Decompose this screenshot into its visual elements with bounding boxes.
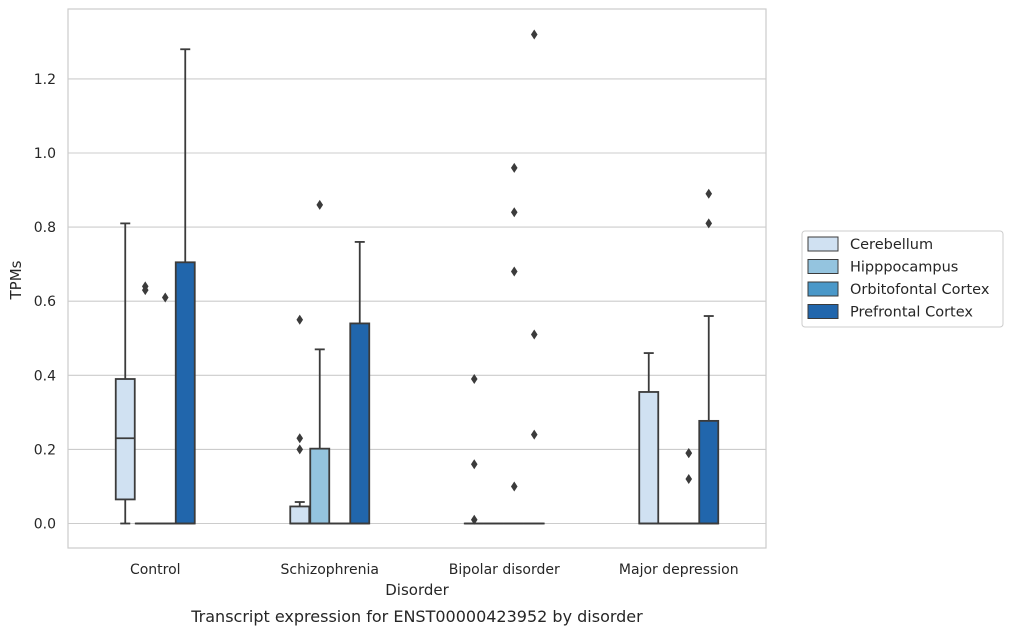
legend-label: Prefrontal Cortex	[850, 305, 973, 321]
outlier-point	[685, 474, 693, 485]
box-body	[309, 447, 331, 525]
box-prefrontal-cortex	[349, 241, 371, 525]
chart-caption: Transcript expression for ENST0000042395…	[190, 607, 643, 626]
box-body	[114, 378, 136, 501]
outlier-point	[530, 329, 538, 340]
x-tick-label: Major depression	[619, 562, 739, 578]
x-tick-label: Schizophrenia	[281, 562, 379, 578]
legend-swatch	[807, 236, 839, 252]
outlier-point	[141, 285, 149, 296]
outlier-point	[316, 199, 324, 210]
outlier-point	[530, 429, 538, 440]
box-orbitofontal-cortex	[154, 292, 176, 525]
box-cerebellum	[638, 352, 660, 525]
box-cerebellum	[463, 374, 485, 525]
x-axis-ticks: Control Schizophrenia Bipolar disorder Majo…	[130, 562, 739, 578]
outlier-point	[685, 448, 693, 459]
legend-frame	[801, 230, 1004, 328]
box-body	[698, 419, 720, 525]
box-body	[638, 391, 660, 525]
box-prefrontal-cortex	[523, 29, 545, 525]
y-tick-label: 1.0	[34, 146, 56, 162]
y-tick-label: 0.4	[34, 368, 56, 384]
box-cerebellum	[114, 222, 136, 525]
outlier-point	[705, 218, 713, 229]
legend: Cerebellum Hipppocampus Orbitofontal Corte…	[801, 230, 1004, 328]
y-tick-label: 0.0	[34, 517, 56, 533]
box-hipppocampus	[309, 199, 331, 525]
outlier-point	[470, 374, 478, 385]
legend-label: Cerebellum	[850, 237, 933, 253]
x-tick-label: Bipolar disorder	[449, 562, 560, 578]
outlier-point	[510, 266, 518, 277]
outlier-point	[296, 433, 304, 444]
outlier-point	[530, 29, 538, 40]
outlier-point	[470, 459, 478, 470]
box-body	[174, 261, 196, 525]
plot-area-border	[67, 8, 767, 549]
y-tick-label: 0.2	[34, 442, 56, 458]
y-axis-title: TPMs	[7, 260, 25, 300]
box-orbitofontal-cortex	[678, 448, 700, 525]
x-axis-title: Disorder	[385, 581, 449, 599]
outlier-point	[296, 314, 304, 325]
y-tick-label: 0.8	[34, 220, 56, 236]
box-body	[349, 322, 371, 525]
legend-swatch	[807, 304, 839, 319]
legend-label: Hipppocampus	[850, 260, 958, 276]
x-tick-label: Control	[130, 562, 181, 578]
box-series	[114, 29, 720, 525]
y-tick-label: 0.6	[34, 294, 56, 310]
legend-swatch	[807, 259, 839, 274]
box-prefrontal-cortex	[174, 48, 196, 525]
outlier-point	[510, 481, 518, 492]
box-hipppocampus	[134, 281, 156, 525]
outlier-point	[161, 292, 169, 303]
y-tick-label: 1.2	[34, 72, 56, 88]
outlier-point	[296, 444, 304, 455]
y-axis-ticks: 0.0 0.2 0.4 0.6 0.8 1.0 1.2	[34, 72, 56, 533]
outlier-point	[705, 188, 713, 199]
box-prefrontal-cortex	[698, 188, 720, 525]
box-cerebellum	[289, 314, 311, 525]
outlier-point	[510, 207, 518, 218]
box-body	[289, 505, 311, 525]
legend-swatch	[807, 281, 839, 297]
outlier-point	[470, 514, 478, 525]
box-orbitofontal-cortex	[503, 162, 525, 525]
outlier-point	[510, 162, 518, 173]
legend-label: Orbitofontal Cortex	[850, 282, 990, 298]
